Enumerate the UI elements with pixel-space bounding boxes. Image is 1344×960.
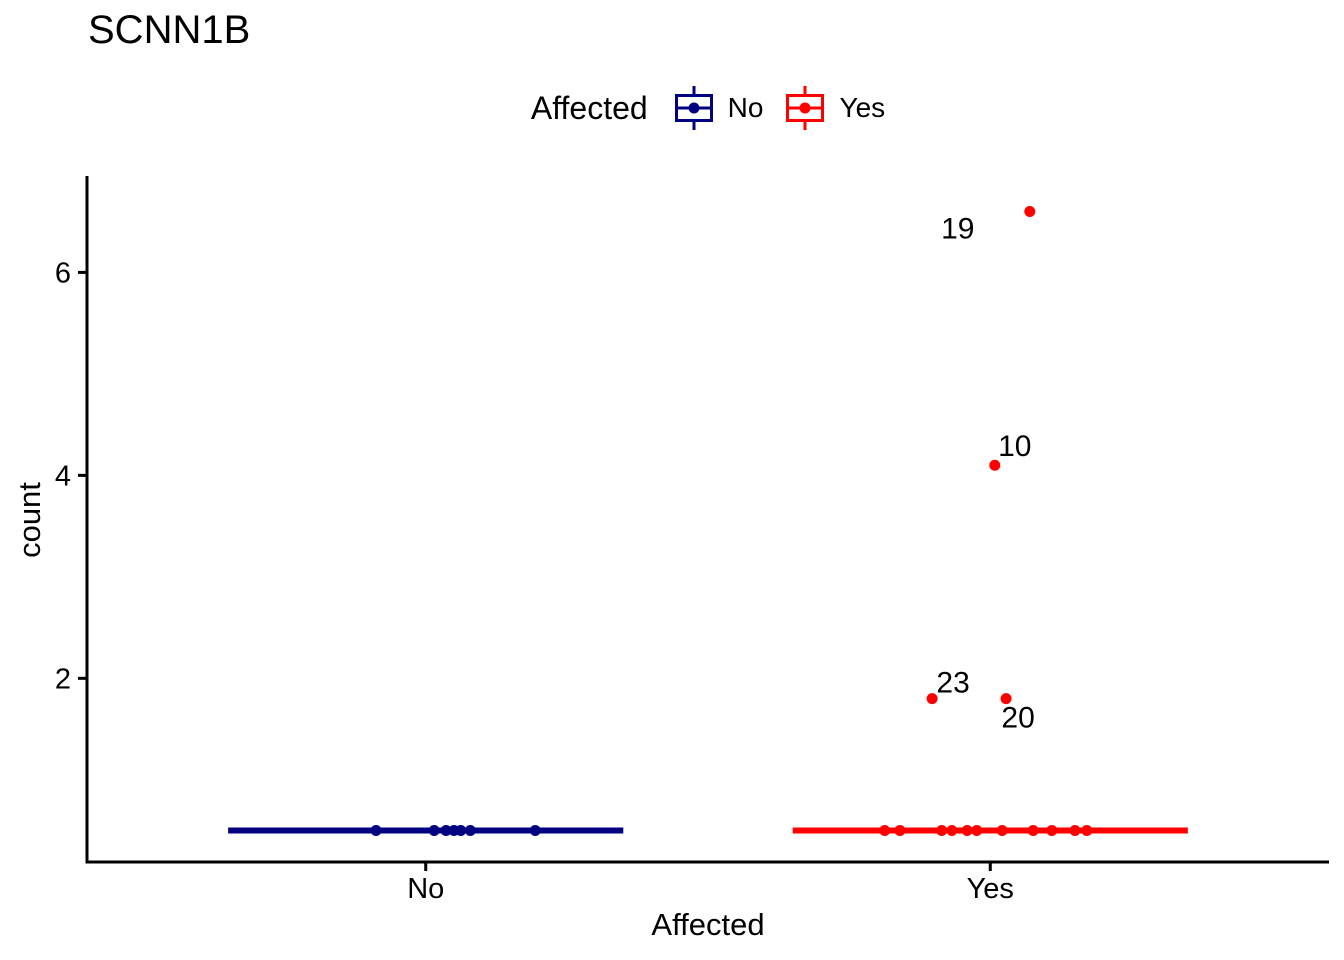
chart-title: SCNN1B <box>88 8 251 52</box>
data-point <box>971 825 983 837</box>
legend-key-boxplot-icon <box>786 86 825 130</box>
data-point <box>894 825 906 837</box>
data-point <box>961 825 973 837</box>
data-point <box>440 825 452 837</box>
outlier-point <box>989 459 1001 471</box>
legend: Affected No Yes <box>87 82 1329 134</box>
legend-key-boxplot-icon <box>674 86 713 130</box>
legend-entry-no: No <box>672 84 764 132</box>
outlier-label: 20 <box>1001 702 1034 735</box>
y-tick-label: 6 <box>55 257 71 289</box>
data-point <box>936 825 948 837</box>
y-tick-label: 4 <box>55 460 71 492</box>
legend-entry-label: No <box>727 92 764 123</box>
data-point <box>1069 825 1081 837</box>
legend-entry-yes: Yes <box>783 84 885 132</box>
legend-entry-label: Yes <box>839 92 886 123</box>
data-point <box>464 825 476 837</box>
outlier-point <box>1024 206 1036 218</box>
x-axis-label: Affected <box>651 907 765 942</box>
y-axis-label: count <box>12 482 47 558</box>
outlier-label: 10 <box>998 430 1031 463</box>
x-tick-label: Yes <box>967 873 1014 905</box>
data-point <box>428 825 440 837</box>
data-point <box>879 825 891 837</box>
data-point <box>529 825 541 837</box>
data-point <box>1081 825 1093 837</box>
data-point <box>1046 825 1058 837</box>
data-point <box>370 825 382 837</box>
legend-title: Affected <box>530 89 648 126</box>
x-tick-label: No <box>407 873 444 905</box>
data-point <box>946 825 958 837</box>
outlier-point <box>1000 693 1012 705</box>
outlier-label: 23 <box>936 667 969 700</box>
data-point <box>455 825 467 837</box>
data-point <box>1027 825 1039 837</box>
data-point <box>996 825 1008 837</box>
outlier-point <box>926 693 938 705</box>
outlier-label: 19 <box>941 213 974 246</box>
legend-keys: No Yes <box>672 84 885 132</box>
y-tick-label: 2 <box>55 663 71 695</box>
